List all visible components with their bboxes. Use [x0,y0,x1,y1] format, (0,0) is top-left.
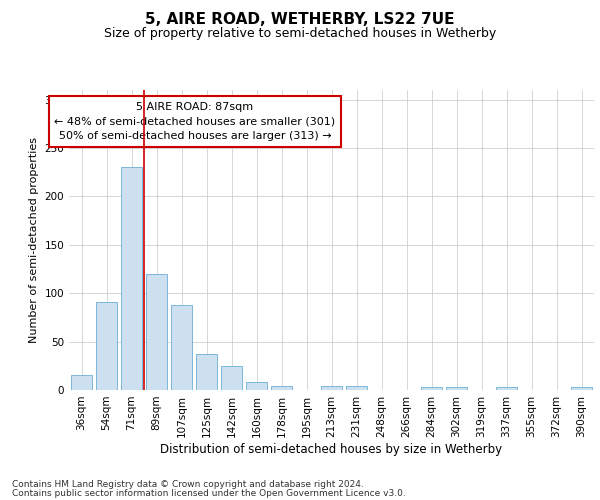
Text: Size of property relative to semi-detached houses in Wetherby: Size of property relative to semi-detach… [104,28,496,40]
Bar [146,274,167,390]
Bar [346,386,367,390]
Text: Contains HM Land Registry data © Crown copyright and database right 2024.: Contains HM Land Registry data © Crown c… [12,480,364,489]
Bar [271,386,292,390]
Bar [321,386,342,390]
Bar [196,354,217,390]
Y-axis label: Number of semi-detached properties: Number of semi-detached properties [29,137,39,343]
Bar [496,387,517,390]
X-axis label: Distribution of semi-detached houses by size in Wetherby: Distribution of semi-detached houses by … [160,442,503,456]
Bar [421,387,442,390]
Text: Contains public sector information licensed under the Open Government Licence v3: Contains public sector information licen… [12,489,406,498]
Text: 5, AIRE ROAD, WETHERBY, LS22 7UE: 5, AIRE ROAD, WETHERBY, LS22 7UE [145,12,455,28]
Bar [71,376,92,390]
Bar [171,305,192,390]
Bar [121,168,142,390]
Bar [446,387,467,390]
Bar [221,366,242,390]
Text: 5 AIRE ROAD: 87sqm
← 48% of semi-detached houses are smaller (301)
50% of semi-d: 5 AIRE ROAD: 87sqm ← 48% of semi-detache… [55,102,335,141]
Bar [571,387,592,390]
Bar [96,302,117,390]
Bar [246,382,267,390]
